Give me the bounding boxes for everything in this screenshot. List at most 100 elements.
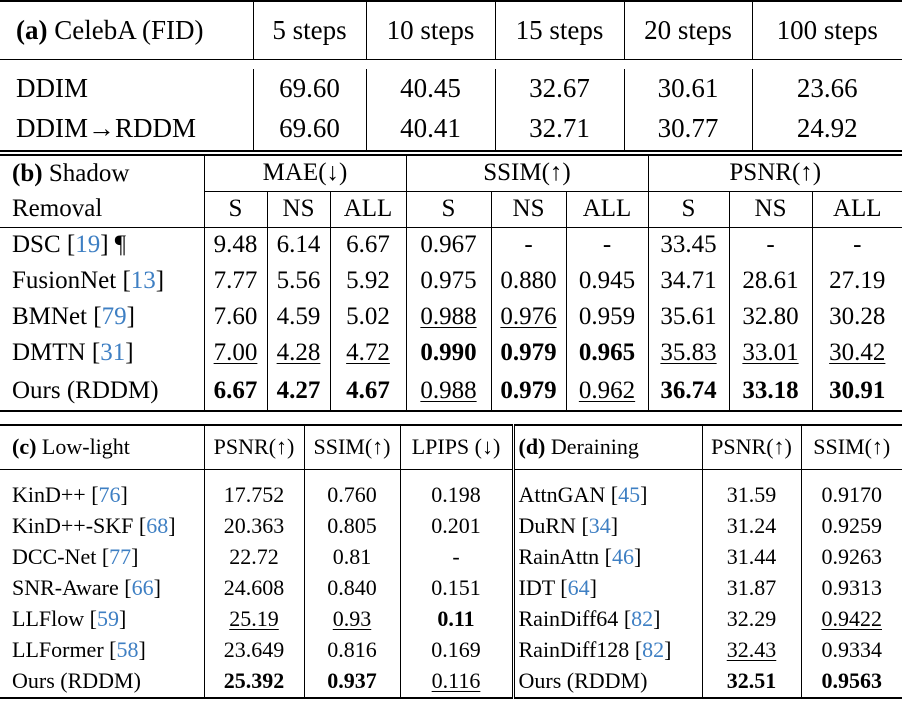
citation-link[interactable]: 46 (612, 543, 634, 569)
table-c-title: (c) Low-light (0, 424, 204, 469)
table-row: DDIM 69.60 40.45 32.67 30.61 23.66 (0, 69, 902, 107)
citation-link[interactable]: 66 (131, 574, 154, 600)
cell: 17.752 (203, 479, 304, 510)
row-label: Ours (RDDM) (0, 371, 204, 412)
cell: 4.27 (266, 371, 330, 412)
cell: 30.61 (623, 69, 752, 107)
cell: 32.71 (494, 107, 624, 152)
subcol-header: NS (728, 190, 812, 227)
cell: 27.19 (811, 263, 902, 299)
citation-link[interactable]: 31 (100, 339, 126, 366)
table-row: DDIM→RDDM 69.60 40.41 32.71 30.77 24.92 (0, 107, 902, 152)
citation-link[interactable]: 82 (642, 636, 665, 662)
table-b-header-1: (b) Shadow MAE(↓) SSIM(↑) PSNR(↑) (0, 154, 902, 191)
cell: 0.93 (303, 603, 400, 634)
cell: 30.42 (811, 335, 902, 371)
cell: 35.83 (647, 335, 729, 371)
subcol-header: NS (490, 190, 566, 227)
table-row: KinD++ [76] 17.752 0.760 0.198 AttnGAN [… (0, 479, 902, 510)
cell: 0.880 (490, 263, 566, 299)
group-header: MAE(↓) (203, 154, 406, 191)
citation-link[interactable]: 76 (98, 481, 121, 507)
row-label: AttnGAN [45] (511, 479, 702, 510)
cell: 0.988 (405, 371, 491, 412)
cell: 0.965 (565, 335, 648, 371)
cell: 0.979 (490, 335, 566, 371)
citation-link[interactable]: 34 (588, 512, 611, 538)
table-d-title: (d) Deraining (511, 424, 702, 469)
col-header: PSNR(↑) (701, 424, 801, 469)
row-label: LLFlow [59] (12, 605, 127, 631)
cell: 40.41 (365, 107, 495, 152)
subcol-header: S (647, 190, 729, 227)
table-b: (b) Shadow MAE(↓) SSIM(↑) PSNR(↑) Remova… (0, 154, 902, 412)
cell: 32.43 (701, 634, 801, 665)
row-label: DDIM→RDDM (0, 107, 253, 152)
table-row: Ours (RDDM) 25.392 0.937 0.116 Ours (RDD… (0, 665, 902, 699)
row-label: DSC [19] ¶ (0, 226, 204, 263)
citation-link[interactable]: 77 (109, 543, 132, 569)
cell: 0.9422 (800, 603, 902, 634)
cell: 0.976 (490, 299, 566, 335)
row-label: Ours (RDDM) (0, 665, 204, 699)
table-row: LLFormer [58] 23.649 0.816 0.169 RainDif… (0, 634, 902, 665)
cell: 0.9313 (800, 572, 902, 603)
cell: 31.87 (701, 572, 801, 603)
table-a: (a) CelebA (FID) 5 steps 10 steps 15 ste… (0, 0, 902, 152)
citation-link[interactable]: 19 (75, 231, 101, 259)
table-cd-lowlight-deraining: (c) Low-light PSNR(↑) SSIM(↑) LPIPS (↓) … (0, 424, 902, 728)
cell: 30.91 (811, 371, 902, 412)
cell: 69.60 (252, 69, 366, 107)
cell: 0.840 (303, 572, 400, 603)
table-a-header: (a) CelebA (FID) 5 steps 10 steps 15 ste… (0, 0, 902, 59)
cell: 0.988 (405, 299, 491, 335)
col-header: 100 steps (751, 0, 902, 59)
cell: 4.28 (266, 335, 330, 371)
citation-link[interactable]: 58 (116, 636, 139, 662)
cell: 0.9334 (800, 634, 902, 665)
cell: 20.363 (203, 510, 304, 541)
table-row: FusionNet [13] 7.77 5.56 5.92 0.975 0.88… (0, 263, 902, 299)
cell: 0.805 (303, 510, 400, 541)
cell: 32.51 (701, 665, 801, 699)
table-a-celeba-fid: (a) CelebA (FID) 5 steps 10 steps 15 ste… (0, 0, 902, 154)
citation-link[interactable]: 64 (567, 574, 590, 600)
table-b-title: (b) Shadow (0, 154, 204, 191)
row-label: KinD++ [76] (12, 481, 128, 507)
cell: 34.71 (647, 263, 729, 299)
table-row: LLFlow [59] 25.19 0.93 0.11 RainDiff64 [… (0, 603, 902, 634)
cell: - (565, 226, 648, 263)
citation-link[interactable]: 13 (130, 267, 156, 294)
cell: 0.116 (399, 665, 513, 699)
row-label: FusionNet [13] (12, 267, 165, 294)
row-label: RainAttn [46] (511, 541, 702, 572)
citation-link[interactable]: 79 (101, 303, 127, 330)
cell: 0.151 (399, 572, 513, 603)
subcol-header: ALL (811, 190, 902, 227)
citation-link[interactable]: 59 (96, 605, 119, 631)
row-label: RainDiff64 [82] (511, 603, 702, 634)
cell: 7.00 (203, 335, 267, 371)
cell: 0.959 (565, 299, 648, 335)
cell: 0.816 (303, 634, 400, 665)
citation-link[interactable]: 68 (146, 512, 169, 538)
row-label: KinD++-SKF [68] (12, 512, 176, 538)
cell: 4.59 (266, 299, 330, 335)
citation-link[interactable]: 45 (618, 481, 641, 507)
cell: 30.28 (811, 299, 902, 335)
row-label: DDIM (16, 72, 88, 103)
cell: 31.59 (701, 479, 801, 510)
cell: 0.979 (490, 371, 566, 412)
row-label: LLFormer [58] (12, 636, 146, 662)
cell: - (490, 226, 566, 263)
citation-link[interactable]: 82 (631, 605, 654, 631)
cell: 33.18 (728, 371, 812, 412)
cell: 32.80 (728, 299, 812, 335)
cell: 32.29 (701, 603, 801, 634)
subcol-header: S (405, 190, 491, 227)
cell: 24.608 (203, 572, 304, 603)
row-label: DuRN [34] (511, 510, 702, 541)
col-header: 20 steps (623, 0, 752, 59)
cell: 9.48 (203, 226, 267, 263)
cell: 30.77 (623, 107, 752, 152)
